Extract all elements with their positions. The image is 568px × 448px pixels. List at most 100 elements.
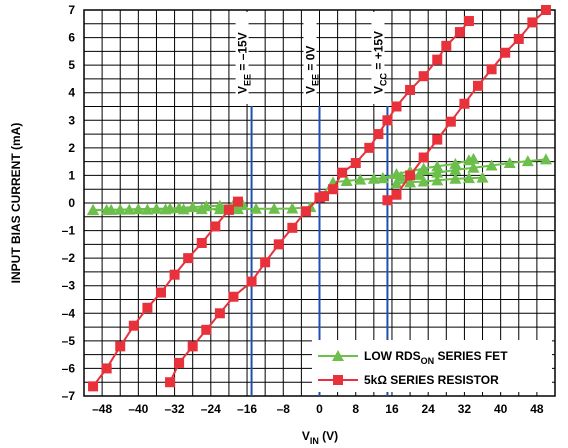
data-point-triangle [195, 203, 208, 215]
x-tick-label: 40 [494, 402, 508, 416]
data-point-triangle [250, 202, 263, 214]
data-point-triangle [105, 203, 118, 215]
data-point-triangle [87, 204, 100, 216]
data-point-triangle [354, 173, 367, 185]
data-point-square [187, 341, 198, 352]
x-tick-label: 0 [316, 402, 323, 416]
data-point-square [165, 377, 176, 388]
data-point-square [500, 47, 511, 58]
data-point-triangle [417, 162, 430, 174]
x-tick-label: –32 [165, 402, 185, 416]
data-point-square [382, 115, 393, 126]
data-point-square [328, 184, 339, 195]
data-point-square [214, 308, 225, 319]
data-point-triangle [123, 203, 136, 215]
data-point-square [432, 54, 443, 65]
data-point-triangle [413, 168, 426, 180]
y-tick-label: 7 [68, 3, 75, 17]
legend-box [312, 340, 552, 392]
x-axis-title-main: V [302, 429, 310, 443]
data-point-square [445, 116, 456, 127]
reference-label-main: V [236, 86, 250, 94]
data-point-square [513, 33, 524, 44]
reference-line-label: VEE = 0V [304, 46, 321, 94]
y-tick-label: 3 [68, 113, 75, 127]
reference-label-subscript: EE [311, 74, 321, 86]
data-point-square [405, 84, 416, 95]
data-point-square [373, 129, 384, 140]
data-point-square [350, 158, 361, 169]
data-point-triangle [395, 170, 408, 182]
data-point-triangle [404, 176, 417, 188]
data-point-triangle [177, 203, 190, 215]
y-tick-label: –1 [62, 224, 76, 238]
data-point-triangle [141, 203, 154, 215]
data-point-square [333, 375, 343, 385]
data-point-triangle [367, 172, 380, 184]
legend-label-rest: SERIES FET [434, 349, 508, 363]
data-point-square [260, 257, 271, 268]
data-point-square [382, 195, 393, 206]
data-point-square [128, 320, 139, 331]
data-point-square [432, 134, 443, 145]
data-point-square [228, 291, 239, 302]
data-point-triangle [485, 159, 498, 171]
x-tick-label: –8 [277, 402, 291, 416]
data-point-square [201, 324, 212, 335]
data-point-square [142, 302, 153, 313]
data-point-triangle [213, 203, 226, 215]
data-point-square [459, 98, 470, 109]
data-point-square [287, 222, 298, 233]
y-tick-label: 5 [68, 58, 75, 72]
y-axis-title: INPUT BIAS CURRENT (mA) [9, 123, 23, 284]
legend-label-subscript: ON [421, 356, 435, 366]
y-tick-label: –6 [62, 361, 76, 375]
y-tick-label: –4 [62, 306, 76, 320]
x-tick-label: 16 [385, 402, 399, 416]
x-axis-title-subscript: IN [310, 436, 319, 446]
data-point-square [418, 152, 429, 163]
data-point-triangle [449, 163, 462, 175]
data-point-square [169, 269, 180, 280]
legend-label: LOW RDSON SERIES FET [364, 349, 508, 366]
data-point-square [441, 40, 452, 51]
y-tick-label: –7 [62, 389, 76, 403]
data-point-triangle [150, 202, 163, 214]
data-point-triangle [186, 201, 199, 213]
data-point-triangle [159, 203, 172, 215]
x-tick-label: 32 [458, 402, 472, 416]
data-point-square [364, 142, 375, 153]
data-point-square [463, 16, 474, 27]
data-point-square [319, 191, 330, 202]
y-tick-label: 2 [68, 141, 75, 155]
reference-label-rest: = 0V [304, 46, 318, 74]
data-point-triangle [467, 152, 480, 164]
x-tick-label: –24 [201, 402, 221, 416]
data-point-triangle [376, 172, 389, 184]
x-tick-label: 24 [422, 402, 436, 416]
data-point-triangle [521, 155, 534, 167]
y-tick-label: 6 [68, 31, 75, 45]
x-tick-label: –48 [92, 402, 112, 416]
data-point-triangle [503, 157, 516, 169]
data-point-square [232, 196, 243, 207]
reference-label-rest: = –15V [236, 32, 250, 74]
data-point-square [473, 80, 484, 91]
data-point-triangle [449, 157, 462, 169]
reference-line-label: VEE = –15V [236, 32, 253, 94]
data-point-triangle [231, 203, 244, 215]
data-point-triangle [132, 203, 145, 215]
series-resistor [88, 5, 551, 392]
data-point-triangle [449, 172, 462, 184]
data-point-triangle [390, 177, 403, 189]
x-tick-label: –40 [128, 402, 148, 416]
data-point-triangle [390, 168, 403, 180]
data-point-triangle [114, 203, 127, 215]
legend-label: 5kΩ SERIES RESISTOR [364, 373, 499, 387]
data-point-square [540, 5, 551, 15]
data-point-square [155, 287, 166, 298]
data-point-triangle [539, 153, 552, 165]
data-point-triangle [431, 166, 444, 178]
